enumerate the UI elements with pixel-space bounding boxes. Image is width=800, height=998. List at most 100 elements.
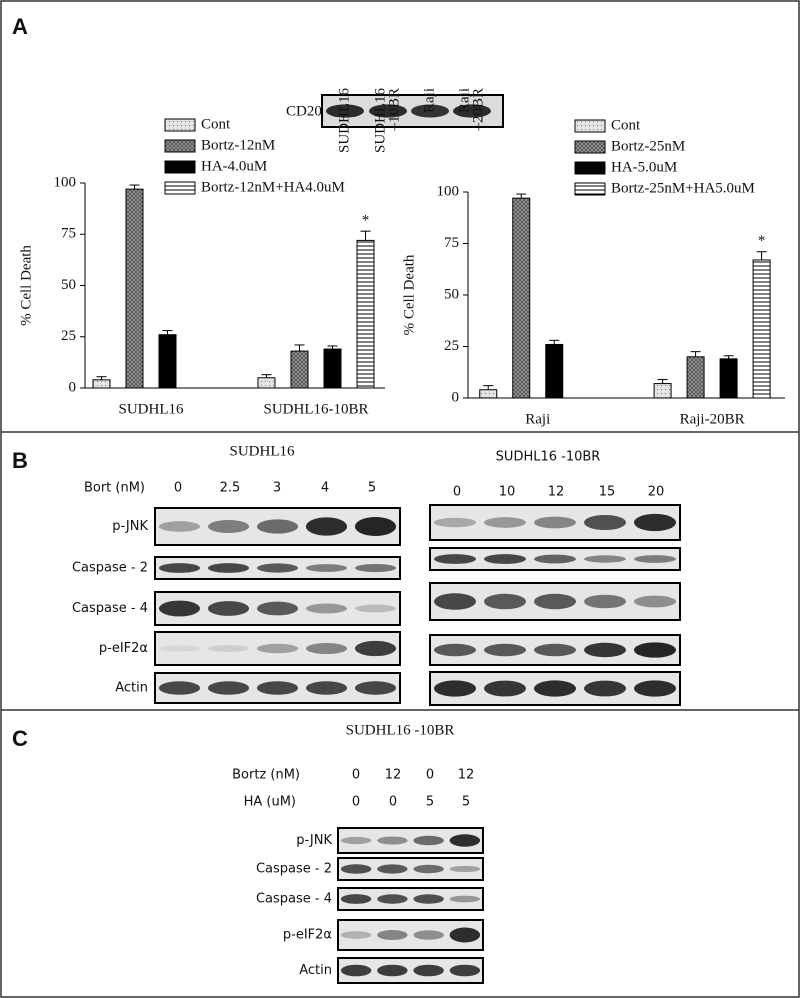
- blot-band: [305, 603, 348, 614]
- blot-band: [158, 681, 201, 695]
- legend-swatch: [574, 161, 606, 175]
- dose-value: 10: [499, 485, 516, 500]
- blot-band: [377, 836, 408, 845]
- error-bar: [723, 355, 734, 359]
- blot-band: [484, 554, 526, 564]
- dose-value: 0: [174, 481, 182, 496]
- dose-value: 12: [385, 768, 402, 783]
- dose-value: 5: [368, 481, 376, 496]
- y-tick-label: 75: [61, 226, 76, 242]
- legend-label: Cont: [611, 117, 641, 133]
- row-label: Actin: [115, 681, 148, 696]
- blot-title: SUDHL16 -10BR: [346, 722, 455, 738]
- legend-label: HA-4.0uM: [201, 158, 267, 174]
- legend-swatch: [164, 118, 196, 132]
- blot-band: [368, 104, 408, 118]
- blot-band: [484, 680, 526, 697]
- blot-band: [584, 594, 626, 609]
- blot-band: [207, 601, 250, 616]
- blot-band: [449, 865, 481, 873]
- blot-band: [305, 564, 348, 572]
- blot-band: [305, 681, 348, 695]
- legend-swatch: [574, 182, 606, 196]
- blot-band: [534, 643, 576, 657]
- error-bar: [294, 344, 305, 352]
- lane-label: Raji: [421, 88, 437, 113]
- dose-value: 5: [426, 795, 434, 810]
- y-axis-label: % Cell Death: [401, 254, 417, 335]
- y-tick-label: 50: [61, 277, 76, 293]
- panel-letter: C: [12, 726, 28, 751]
- blot-band: [634, 595, 676, 608]
- dose-value: 0: [389, 795, 397, 810]
- error-bar: [129, 184, 140, 190]
- lane-label: SUDHL16: [336, 88, 352, 154]
- bar: [512, 197, 531, 399]
- blot-band: [434, 517, 476, 528]
- error-bar: [483, 385, 494, 390]
- blot-band: [584, 514, 626, 531]
- y-tick-label: 0: [452, 389, 460, 405]
- row-label: p-JNK: [112, 519, 148, 534]
- y-tick-label: 75: [444, 235, 459, 251]
- legend-label: Bortz-12nM+HA4.0uM: [201, 179, 345, 195]
- blot-band: [413, 894, 444, 904]
- blot-band: [305, 517, 348, 536]
- blot-band: [256, 681, 299, 695]
- bar: [686, 356, 705, 399]
- y-tick-label: 0: [69, 379, 77, 395]
- blot-band: [354, 640, 397, 657]
- blot-band: [340, 864, 372, 874]
- error-bar: [162, 330, 173, 335]
- blot-band: [534, 554, 576, 564]
- blot-band: [534, 516, 576, 529]
- bar: [125, 188, 144, 389]
- bar: [257, 377, 276, 389]
- blot-band: [325, 104, 365, 118]
- blot-band: [449, 927, 481, 943]
- blot-band: [584, 642, 626, 658]
- lane-label: Raji: [456, 88, 472, 113]
- blot-band: [340, 964, 372, 977]
- bar: [719, 358, 738, 399]
- bar: [653, 383, 672, 399]
- blot-title: SUDHL16: [229, 443, 295, 459]
- dose-value: 3: [273, 481, 281, 496]
- blot-band: [207, 563, 250, 573]
- y-tick-label: 50: [444, 286, 459, 302]
- bar: [752, 259, 771, 399]
- blot-band: [534, 593, 576, 610]
- dose-value: 0: [352, 795, 360, 810]
- blot-band: [584, 555, 626, 563]
- legend-label: HA-5.0uM: [611, 159, 677, 175]
- error-bar: [756, 251, 767, 260]
- error-bar: [360, 230, 371, 241]
- dose-value: 15: [599, 485, 616, 500]
- blot-band: [305, 642, 348, 655]
- blot-frame: [337, 887, 484, 911]
- legend-label: Bortz-12nM: [201, 137, 275, 153]
- blot-band: [434, 593, 476, 610]
- blot-band: [340, 836, 372, 845]
- blot-band: [634, 513, 676, 532]
- y-tick-label: 25: [444, 338, 459, 354]
- row-label: Caspase - 4: [72, 601, 148, 616]
- blot-band: [449, 964, 481, 977]
- blot-band: [434, 643, 476, 657]
- x-tick-label: SUDHL16: [118, 401, 184, 417]
- blot-band: [354, 604, 397, 613]
- row-label: p-JNK: [296, 833, 332, 848]
- legend-swatch: [164, 139, 196, 153]
- row-label: p-eIF2α: [99, 641, 148, 656]
- error-bar: [261, 374, 272, 378]
- dose-value: 5: [462, 795, 470, 810]
- lane-label: –20BR: [470, 88, 486, 132]
- bar: [92, 379, 111, 389]
- blot-band: [207, 681, 250, 695]
- blot-band: [634, 680, 676, 697]
- blot-band: [340, 894, 372, 904]
- blot-band: [634, 642, 676, 658]
- blot-band: [434, 554, 476, 564]
- blot-band: [354, 563, 397, 573]
